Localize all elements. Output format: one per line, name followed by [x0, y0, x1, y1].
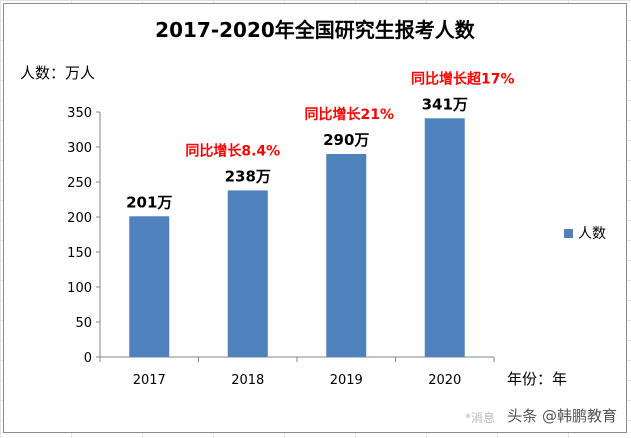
y-tick-label: 350	[67, 106, 92, 121]
y-tick-label: 150	[67, 246, 92, 261]
x-tick-label: 2019	[330, 373, 363, 388]
watermark-faint: *消息	[465, 411, 496, 425]
y-tick-label: 250	[67, 176, 92, 191]
bar-2017	[129, 216, 170, 357]
growth-annotation: 同比增长超17%	[411, 70, 515, 87]
watermark: 头条 @韩鹏教育	[507, 407, 617, 425]
x-tick-label: 2018	[231, 373, 264, 388]
y-tick-label: 200	[67, 211, 92, 226]
data-label: 201万	[126, 193, 172, 211]
growth-annotation: 同比增长21%	[304, 106, 394, 123]
bar-2020	[424, 118, 465, 357]
legend-swatch	[564, 229, 573, 238]
bar-2019	[326, 154, 367, 357]
x-axis-label: 年份：年	[507, 370, 567, 388]
y-axis-label: 人数：万人	[20, 64, 95, 82]
y-tick-label: 50	[75, 316, 92, 331]
growth-annotation: 同比增长8.4%	[185, 142, 280, 159]
y-tick-label: 100	[67, 281, 92, 296]
bar-2018	[227, 190, 268, 357]
x-tick-label: 2017	[133, 373, 166, 388]
data-label: 341万	[422, 95, 468, 113]
legend-label: 人数	[578, 226, 606, 242]
x-tick-label: 2020	[428, 373, 461, 388]
data-label: 290万	[323, 131, 369, 149]
chart-title: 2017-2020年全国研究生报考人数	[155, 18, 476, 42]
y-tick-label: 0	[84, 351, 92, 366]
data-label: 238万	[225, 167, 271, 185]
chart-frame	[3, 3, 627, 433]
y-tick-label: 300	[67, 141, 92, 156]
